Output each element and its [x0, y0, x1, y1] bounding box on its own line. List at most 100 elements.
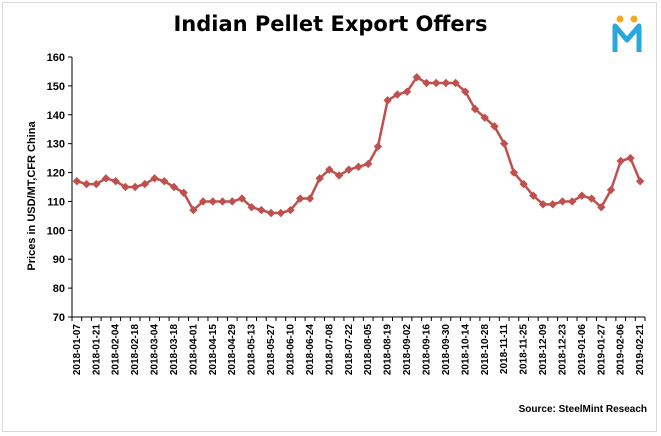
data-point	[616, 156, 625, 166]
y-tick-label: 130	[47, 139, 65, 151]
data-point	[82, 179, 91, 189]
data-point	[499, 139, 509, 148]
x-tick-label: 2018-10-28	[480, 324, 491, 376]
y-tick-label: 160	[47, 52, 65, 64]
data-point	[490, 122, 499, 131]
data-point	[461, 87, 470, 96]
data-point	[354, 162, 363, 171]
data-point	[451, 78, 460, 88]
series-line	[76, 75, 642, 215]
data-point	[208, 197, 218, 206]
x-axis-ticks: 2018-01-07 2018-01-21 2018-02-04 2018-02-18…	[71, 317, 646, 376]
data-point	[587, 194, 596, 203]
data-point	[111, 177, 120, 186]
data-point	[597, 203, 606, 212]
y-tick-label: 150	[47, 81, 65, 93]
data-point	[315, 174, 324, 183]
x-tick-label: 2018-05-13	[247, 324, 258, 376]
data-point	[160, 177, 169, 186]
data-point	[101, 174, 111, 183]
x-tick-label: 2019-01-27	[596, 324, 607, 376]
x-tick-label: 2018-06-10	[286, 324, 297, 376]
data-point	[266, 208, 276, 218]
x-tick-label: 2018-03-18	[169, 324, 180, 376]
data-point	[189, 205, 198, 215]
x-tick-label: 2018-07-22	[344, 324, 355, 376]
data-point	[169, 182, 179, 192]
data-point	[470, 104, 480, 114]
data-point	[364, 159, 373, 169]
x-tick-label: 2018-11-25	[519, 324, 530, 375]
x-tick-label: 2018-05-27	[266, 324, 277, 376]
y-axis-ticks: 70 80 90 100 110 120 130 140 150 160	[47, 52, 72, 324]
axes	[71, 57, 645, 318]
x-tick-label: 2018-08-05	[363, 324, 374, 376]
data-point	[228, 197, 237, 206]
x-tick-label: 2018-04-15	[208, 324, 219, 376]
y-tick-label: 80	[53, 283, 65, 295]
y-tick-label: 70	[53, 312, 65, 324]
x-tick-label: 2018-12-23	[557, 324, 568, 376]
x-tick-label: 2018-08-19	[383, 324, 394, 376]
data-point	[305, 194, 315, 203]
x-tick-label: 2018-03-04	[150, 324, 161, 376]
data-point	[92, 179, 101, 189]
data-point	[548, 200, 557, 209]
chart-frame	[2, 2, 657, 432]
data-point	[179, 188, 188, 197]
x-tick-label: 2018-06-24	[305, 324, 316, 376]
data-point	[237, 194, 247, 203]
x-tick-label: 2018-02-04	[111, 324, 122, 376]
x-tick-label: 2018-02-18	[130, 324, 141, 376]
data-point	[393, 90, 402, 99]
data-point	[567, 197, 577, 206]
data-point	[431, 78, 441, 88]
data-point	[373, 142, 383, 151]
x-tick-label: 2018-10-14	[460, 324, 471, 376]
data-point	[276, 208, 286, 218]
y-tick-label: 120	[47, 168, 65, 180]
x-tick-label: 2018-09-30	[441, 324, 452, 376]
x-tick-label: 2018-01-07	[72, 324, 83, 376]
y-tick-label: 110	[47, 196, 65, 208]
x-tick-label: 2018-09-02	[402, 324, 413, 376]
data-point	[383, 96, 392, 105]
y-tick-label: 140	[47, 110, 65, 122]
x-tick-label: 2018-04-01	[188, 324, 199, 376]
source-note: Source: SteelMint Reseach	[518, 404, 647, 415]
data-point	[577, 191, 587, 200]
data-point	[606, 185, 616, 195]
chart-title: Indian Pellet Export Offers	[173, 12, 488, 36]
data-point	[198, 197, 208, 206]
data-point	[257, 205, 266, 215]
data-point	[150, 174, 159, 183]
data-point	[121, 182, 130, 192]
x-tick-label: 2018-09-16	[421, 324, 432, 376]
data-point	[72, 177, 82, 186]
data-point	[344, 165, 353, 174]
data-point	[247, 203, 256, 212]
data-point	[334, 171, 344, 180]
data-point	[529, 191, 538, 200]
y-tick-label: 100	[47, 225, 65, 237]
x-tick-label: 2018-01-21	[91, 324, 102, 376]
data-point	[296, 194, 305, 203]
data-point	[509, 168, 519, 177]
x-tick-label: 2019-02-21	[635, 324, 646, 376]
data-point	[635, 177, 645, 186]
data-point	[140, 179, 150, 189]
x-tick-label: 2018-11-11	[499, 324, 510, 374]
x-tick-label: 2018-12-09	[538, 324, 549, 376]
x-tick-label: 2019-01-06	[577, 324, 588, 376]
data-point	[286, 205, 295, 215]
data-point	[402, 87, 412, 96]
data-point	[218, 197, 227, 206]
steelmint-logo-icon	[612, 15, 642, 52]
series-layer	[72, 73, 645, 218]
y-tick-label: 90	[53, 254, 65, 266]
x-tick-label: 2019-02-06	[616, 324, 627, 376]
data-point	[558, 197, 567, 206]
data-point	[325, 165, 334, 174]
data-point	[538, 200, 548, 209]
